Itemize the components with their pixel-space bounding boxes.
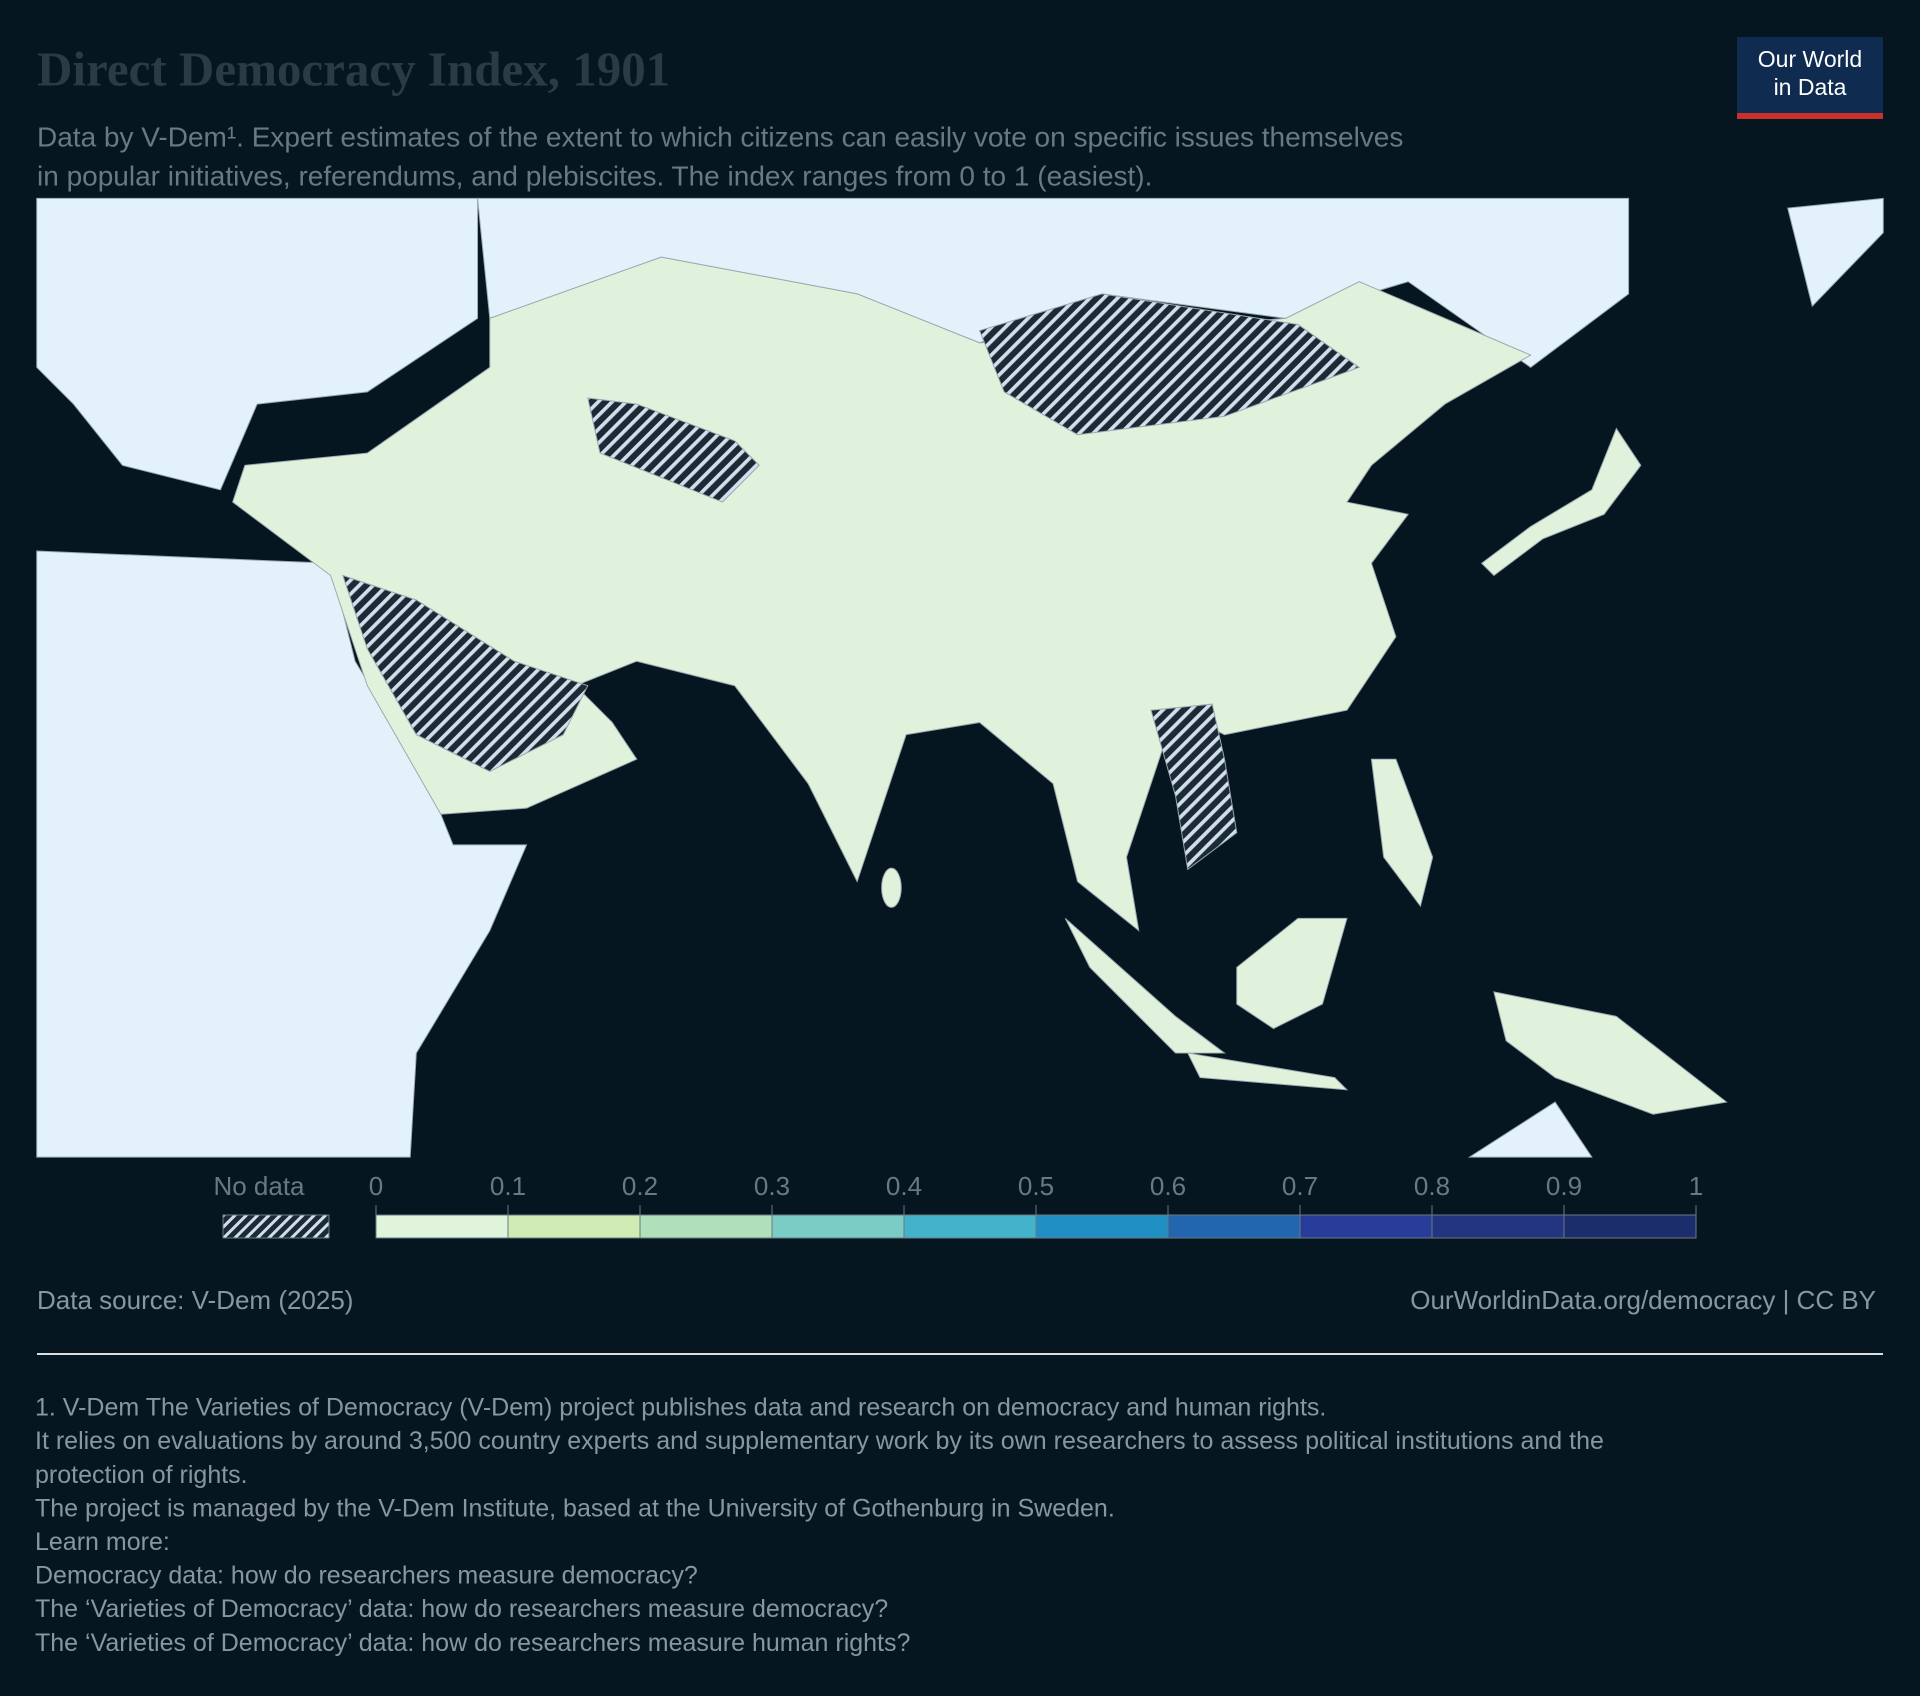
footnote-line: 1. V-Dem The Varieties of Democracy (V-D… [35,1394,1326,1422]
subtitle: in popular initiatives, referendums, and… [37,160,1152,191]
legend-swatch [1563,1214,1697,1239]
legend-swatch [771,1214,905,1239]
legend-tick-label: 0.7 [1282,1171,1318,1201]
footnote-line: The ‘Varieties of Democracy’ data: how d… [35,1595,888,1623]
region-africa [36,550,528,1158]
region-northeast [1787,197,1884,308]
legend-tick-label: 0.5 [1018,1171,1054,1201]
legend-tick-label: 0 [369,1171,383,1201]
map [36,197,1884,1158]
logo: Our World in Data [1737,37,1883,119]
region-new-guinea [1493,991,1728,1115]
region-no-data [587,397,760,503]
logo-text: Our World [1758,46,1862,72]
legend-no-data-label: No data [213,1171,305,1201]
region-philippines [1370,758,1434,908]
logo-text: in Data [1774,74,1847,100]
legend-tick-label: 0.3 [754,1171,790,1201]
legend-swatch [1299,1214,1433,1239]
region-java [1186,1052,1349,1091]
legend-swatch [1035,1214,1169,1239]
legend-tick-label: 0.8 [1414,1171,1450,1201]
legend-swatch [903,1214,1037,1239]
footnote-line: protection of rights. [35,1461,248,1489]
region-asia [232,256,1532,932]
title: Direct Democracy Index, 1901 [37,41,670,96]
region-sumatra [1064,918,1226,1054]
logo-bar [1737,113,1883,119]
legend-tick-label: 0.9 [1546,1171,1582,1201]
legend-swatch [375,1214,509,1239]
footnotes: 1. V-Dem The Varieties of Democracy (V-D… [35,1394,1604,1657]
subtitle: Data by V-Dem¹. Expert estimates of the … [37,121,1403,152]
region-no-data [1150,703,1238,871]
url: OurWorldinData.org/democracy | CC BY [1410,1285,1876,1315]
region-borneo [1236,917,1348,1030]
footnote-line: Learn more: [35,1528,170,1556]
footnote-line: Democracy data: how do researchers measu… [35,1562,698,1590]
region-no-data [978,293,1361,436]
footnote-line: The project is managed by the V-Dem Inst… [35,1494,1115,1522]
legend: No data 0 0.1 0.2 0.3 0.4 0.5 0.6 0.7 0.8 0.9 1 [213,1171,1703,1239]
legend-tick-label: 0.2 [622,1171,658,1201]
region-europe [36,197,479,491]
legend-tick-label: 0.6 [1150,1171,1186,1201]
region-no-data [342,574,589,772]
legend-swatch [1167,1214,1301,1239]
source: Data source: V-Dem (2025) [37,1285,353,1315]
footnote-line: The ‘Varieties of Democracy’ data: how d… [35,1629,910,1657]
region-japan [1480,427,1642,577]
legend-no-data-swatch [222,1214,330,1239]
footnote-line: It relies on evaluations by around 3,500… [35,1427,1604,1455]
legend-swatch [639,1214,773,1239]
legend-swatch [1431,1214,1565,1239]
legend-tick-label: 1 [1689,1171,1703,1201]
region-australia [1467,1101,1593,1158]
legend-tick-label: 0.1 [490,1171,526,1201]
legend-tick-label: 0.4 [886,1171,922,1201]
legend-swatch [507,1214,641,1239]
logo-box [1737,37,1883,119]
region-sri-lanka [881,867,902,908]
